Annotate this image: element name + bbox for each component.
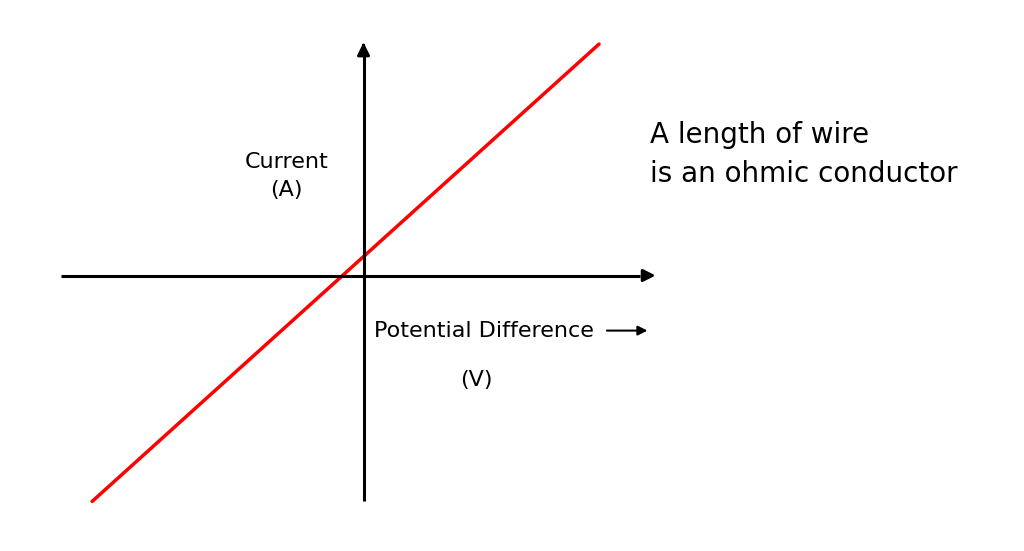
- Text: Potential Difference: Potential Difference: [374, 321, 594, 341]
- Text: (V): (V): [460, 370, 493, 390]
- Text: Current
(A): Current (A): [245, 152, 329, 201]
- Text: A length of wire
is an ohmic conductor: A length of wire is an ohmic conductor: [650, 121, 957, 188]
